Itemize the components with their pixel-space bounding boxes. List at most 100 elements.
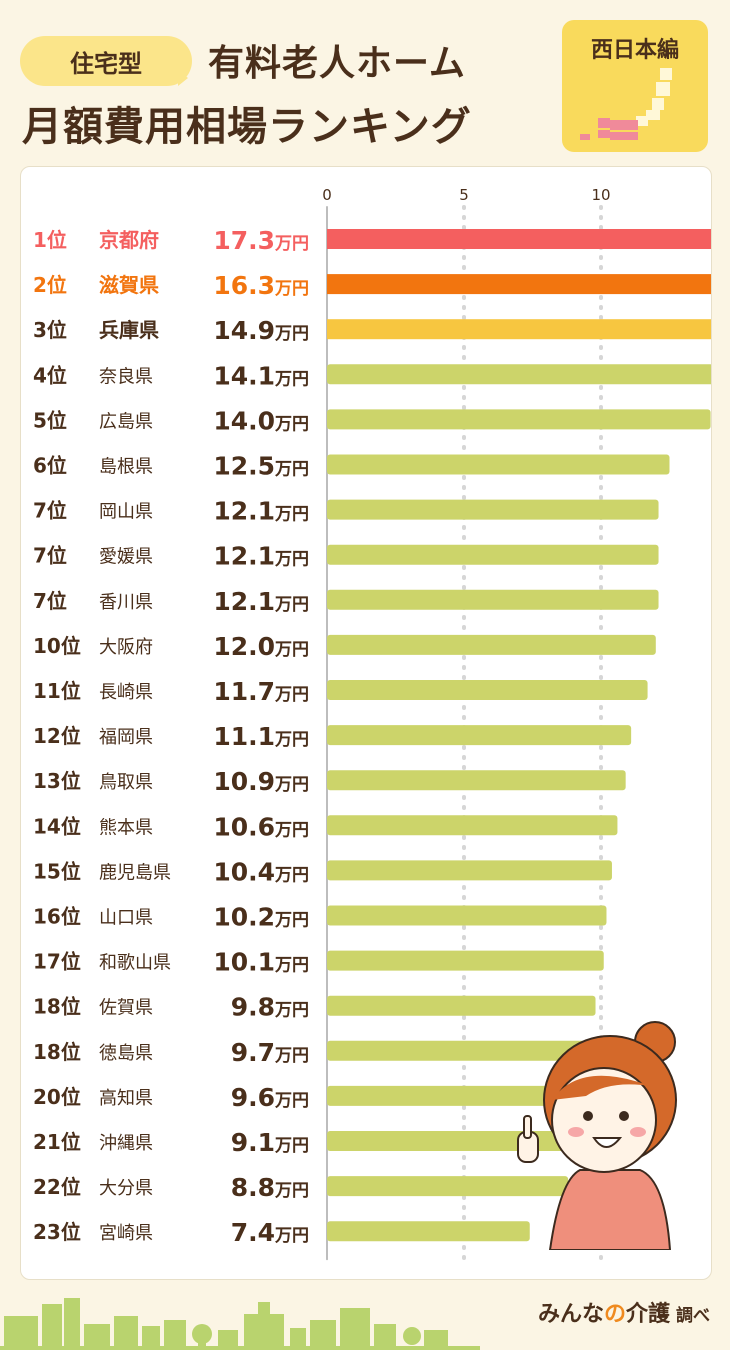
bar — [327, 319, 711, 340]
prefecture-label: 鹿児島県 — [99, 862, 171, 883]
value-label: 14.1万円 — [213, 361, 309, 390]
rank-label: 16位 — [33, 905, 81, 929]
prefecture-label: 長崎県 — [99, 682, 153, 703]
prefecture-label: 高知県 — [99, 1088, 153, 1109]
prefecture-label: 大分県 — [99, 1178, 153, 1199]
value-label: 14.9万円 — [213, 316, 309, 345]
prefecture-label: 佐賀県 — [99, 998, 153, 1019]
bar — [327, 1040, 593, 1061]
prefecture-label: 愛媛県 — [99, 547, 153, 568]
prefecture-label: 兵庫県 — [99, 318, 159, 342]
rank-label: 14位 — [33, 814, 81, 838]
category-tag-tail — [178, 70, 188, 86]
prefecture-label: 香川県 — [99, 592, 153, 613]
value-label: 10.4万円 — [213, 857, 309, 886]
region-badge: 西日本編 — [562, 20, 708, 152]
prefecture-label: 徳島県 — [99, 1043, 153, 1064]
rank-label: 1位 — [33, 228, 67, 252]
value-label: 11.1万円 — [213, 722, 309, 751]
rank-label: 4位 — [33, 363, 67, 387]
value-label: 7.4万円 — [231, 1218, 309, 1247]
rank-label: 15位 — [33, 859, 81, 883]
value-label: 14.0万円 — [213, 406, 309, 435]
brand-suffix: 調べ — [676, 1306, 710, 1326]
bar — [327, 274, 711, 295]
bar — [327, 1221, 530, 1242]
value-label: 9.6万円 — [231, 1083, 309, 1112]
prefecture-label: 京都府 — [99, 228, 159, 252]
prefecture-label: 島根県 — [99, 457, 153, 478]
prefecture-label: 大阪府 — [99, 637, 153, 658]
bar — [327, 860, 612, 881]
prefecture-label: 山口県 — [99, 908, 153, 929]
title-line-1: 有料老人ホーム — [208, 43, 466, 84]
rank-label: 2位 — [33, 273, 67, 297]
rank-label: 10位 — [33, 634, 81, 658]
bar — [327, 454, 670, 475]
rank-label: 20位 — [33, 1085, 81, 1109]
bar — [327, 229, 711, 249]
bar — [327, 409, 711, 430]
prefecture-label: 宮崎県 — [99, 1223, 153, 1244]
rank-label: 7位 — [33, 589, 67, 613]
rank-label: 21位 — [33, 1130, 81, 1154]
bar — [327, 995, 596, 1016]
value-label: 9.7万円 — [231, 1038, 309, 1067]
bar — [327, 589, 659, 610]
region-label: 西日本編 — [590, 38, 679, 63]
prefecture-label: 岡山県 — [99, 502, 153, 523]
rank-label: 5位 — [33, 408, 67, 432]
rank-label: 23位 — [33, 1220, 81, 1244]
rank-label: 7位 — [33, 544, 67, 568]
rank-label: 18位 — [33, 1040, 81, 1064]
rank-label: 6位 — [33, 454, 67, 478]
bar — [327, 634, 656, 655]
bar — [327, 364, 711, 385]
prefecture-label: 熊本県 — [99, 817, 153, 838]
value-label: 10.9万円 — [213, 767, 309, 796]
prefecture-label: 滋賀県 — [99, 273, 159, 297]
ranking-bar-chart: 05101520251位京都府17.3万円2位滋賀県16.3万円3位兵庫県14.… — [33, 186, 711, 1262]
value-label: 17.3万円 — [213, 226, 309, 255]
rank-label: 3位 — [33, 318, 67, 342]
x-tick-label: 10 — [591, 186, 610, 204]
value-label: 12.0万円 — [213, 632, 309, 661]
bar — [327, 544, 659, 565]
prefecture-label: 広島県 — [99, 411, 153, 432]
value-label: 9.8万円 — [231, 993, 309, 1022]
rank-label: 11位 — [33, 679, 81, 703]
x-tick-label: 0 — [322, 186, 332, 204]
prefecture-label: 和歌山県 — [99, 953, 171, 974]
value-label: 11.7万円 — [213, 677, 309, 706]
chart-card: 05101520251位京都府17.3万円2位滋賀県16.3万円3位兵庫県14.… — [20, 166, 712, 1280]
prefecture-label: 福岡県 — [99, 727, 153, 748]
rank-label: 13位 — [33, 769, 81, 793]
japan-map-icon — [580, 68, 672, 140]
value-label: 10.6万円 — [213, 812, 309, 841]
bar — [327, 815, 618, 836]
prefecture-label: 鳥取県 — [99, 772, 153, 793]
brand-name-a: みんな — [537, 1302, 604, 1327]
city-skyline-illustration — [0, 1298, 480, 1350]
value-label: 12.1万円 — [213, 587, 309, 616]
rank-label: 7位 — [33, 499, 67, 523]
value-label: 16.3万円 — [213, 271, 309, 300]
brand-name-no: の — [603, 1302, 626, 1327]
value-label: 8.8万円 — [231, 1173, 309, 1202]
prefecture-label: 奈良県 — [99, 366, 153, 387]
bar — [327, 950, 604, 971]
prefecture-label: 沖縄県 — [99, 1133, 153, 1154]
bar — [327, 1131, 577, 1151]
value-label: 12.5万円 — [213, 452, 309, 481]
value-label: 9.1万円 — [231, 1128, 309, 1157]
title-line-2: 月額費用相場ランキング — [22, 104, 472, 150]
bar — [327, 1085, 591, 1106]
bar — [327, 770, 626, 791]
x-tick-label: 5 — [459, 186, 469, 204]
brand-credit: みんなの介護 調べ — [538, 1296, 710, 1328]
bar — [327, 680, 648, 700]
brand-name-b: 介護 — [625, 1302, 670, 1327]
value-label: 10.2万円 — [213, 903, 309, 932]
bar — [327, 499, 659, 520]
value-label: 10.1万円 — [213, 948, 309, 977]
